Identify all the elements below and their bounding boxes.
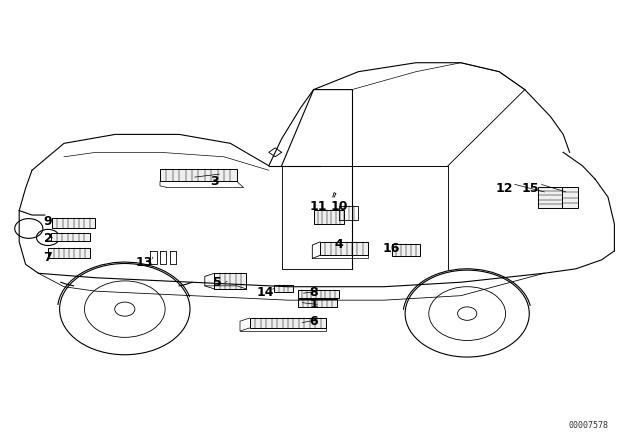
Bar	[320, 242, 368, 255]
Bar	[392, 244, 420, 256]
Bar	[298, 290, 339, 298]
Bar	[562, 187, 578, 208]
Bar	[250, 318, 326, 328]
Text: 00007578: 00007578	[569, 421, 609, 430]
Bar	[160, 169, 237, 181]
Bar	[214, 273, 246, 289]
Bar	[52, 218, 95, 228]
Text: 7: 7	[44, 251, 52, 264]
Text: 8: 8	[309, 285, 318, 299]
Bar	[49, 248, 90, 258]
Text: 11: 11	[309, 200, 327, 214]
Text: 2: 2	[44, 232, 52, 245]
Bar	[51, 233, 90, 241]
Text: 1: 1	[309, 298, 318, 311]
Text: 9: 9	[44, 215, 52, 228]
Text: 13: 13	[135, 255, 153, 269]
Text: 10: 10	[330, 200, 348, 214]
Text: 14: 14	[257, 285, 275, 299]
Text: 16: 16	[383, 242, 401, 255]
Bar	[538, 187, 562, 208]
Text: 6: 6	[309, 314, 318, 328]
Text: 15: 15	[521, 181, 539, 195]
Bar	[274, 285, 293, 292]
Bar	[298, 299, 337, 307]
Text: 4: 4	[335, 237, 344, 251]
Text: 5: 5	[213, 276, 222, 289]
Text: 12: 12	[495, 181, 513, 195]
Text: 3: 3	[210, 175, 219, 188]
Bar	[314, 210, 344, 224]
